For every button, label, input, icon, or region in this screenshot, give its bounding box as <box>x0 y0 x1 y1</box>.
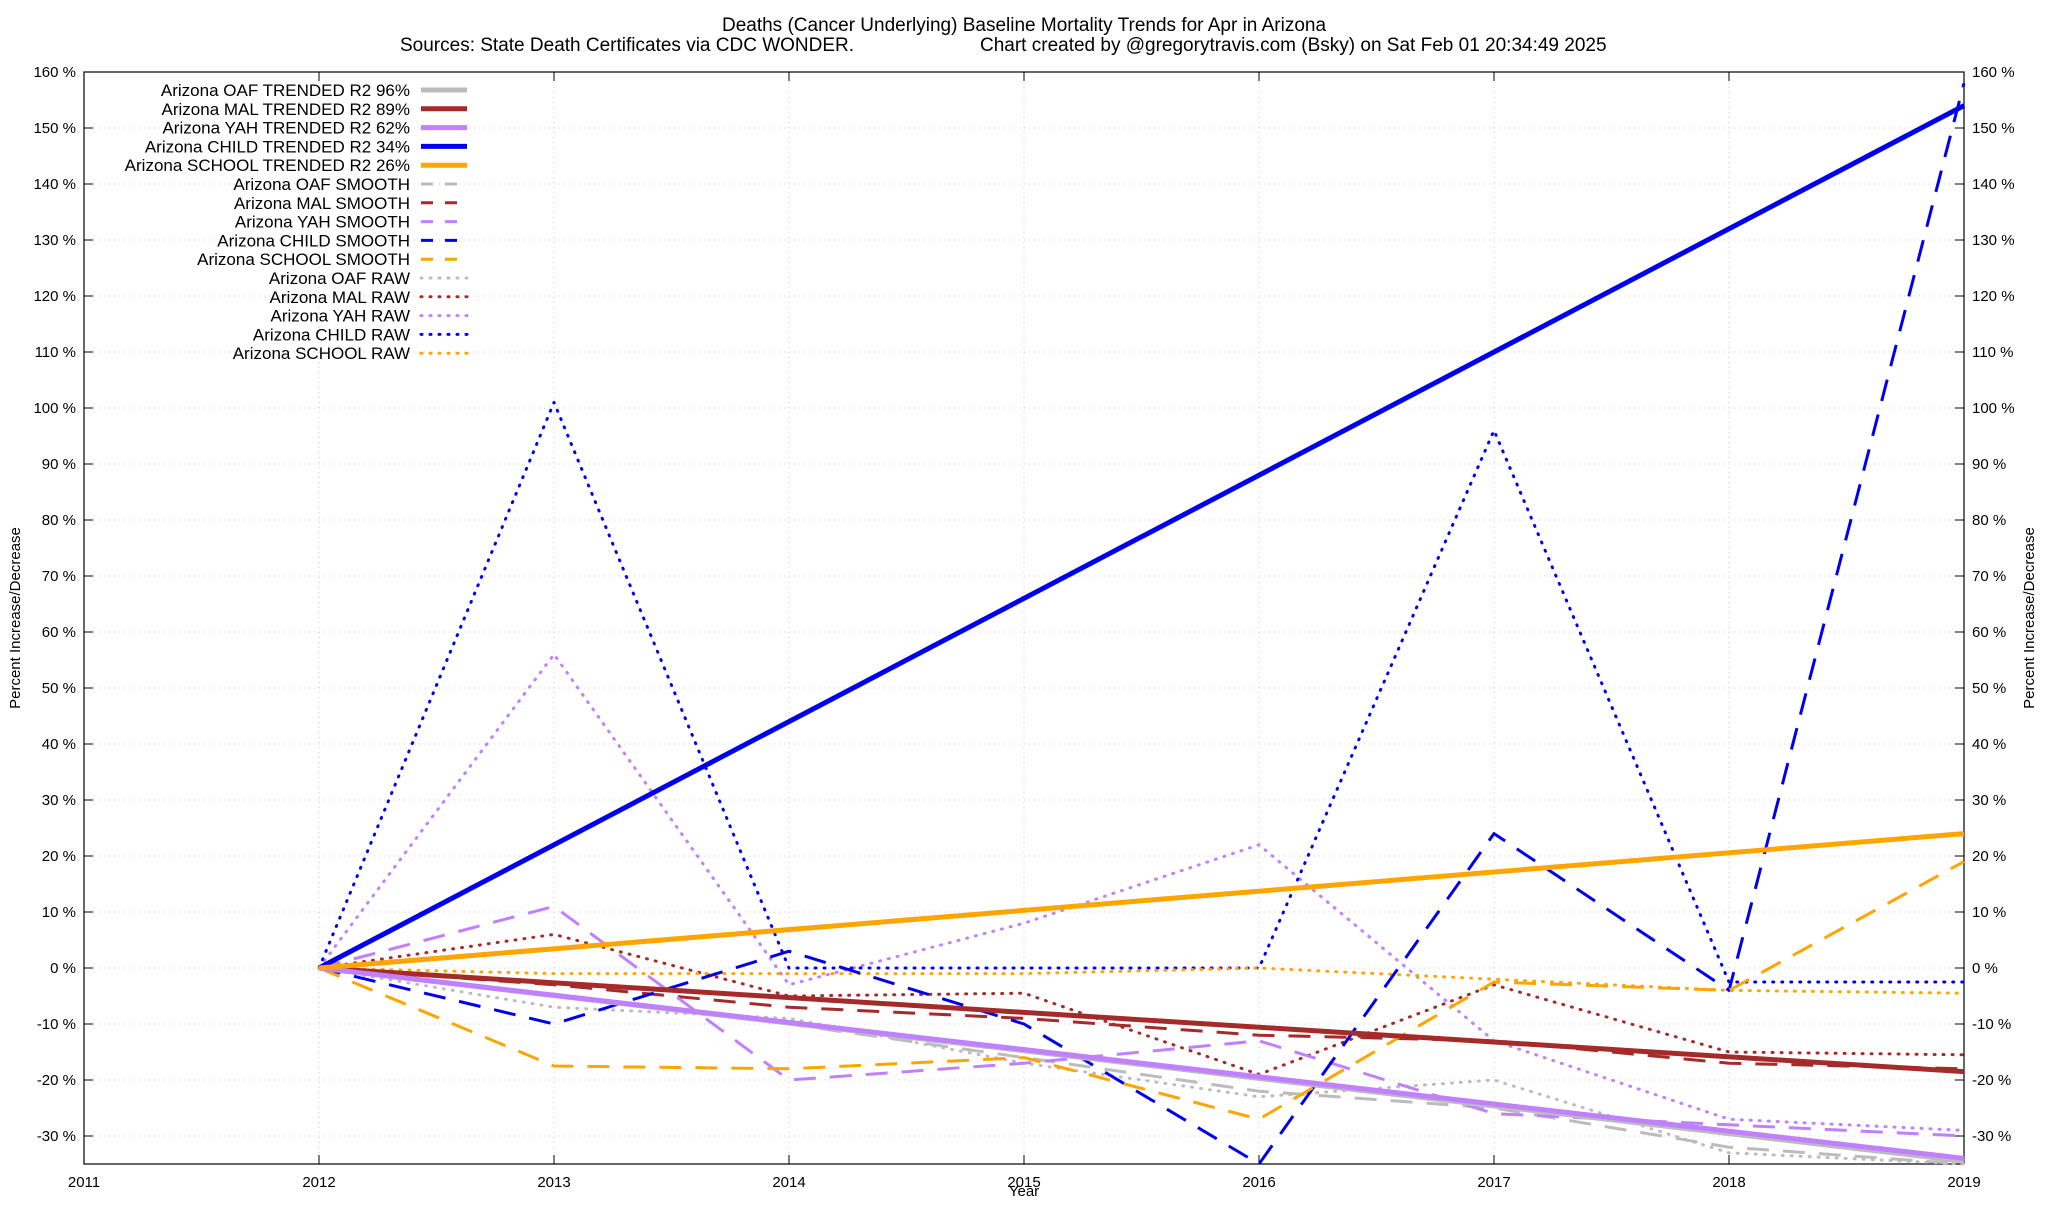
y-tick-label-right: 40 % <box>1972 736 2006 753</box>
x-tick-label: 2019 <box>1947 1174 1980 1191</box>
legend-label: Arizona OAF SMOOTH <box>233 175 410 194</box>
x-tick-label: 2017 <box>1477 1174 1510 1191</box>
y-tick-label-left: 20 % <box>42 848 76 865</box>
chart-title: Deaths (Cancer Underlying) Baseline Mort… <box>722 15 1326 36</box>
series-line-smooth-6 <box>318 966 1965 1071</box>
y-tick-label-right: 0 % <box>1972 960 1998 977</box>
y-tick-label-left: 0 % <box>50 960 76 977</box>
y-tick-label-right: 10 % <box>1972 904 2006 921</box>
y-tick-label-left: 90 % <box>42 456 76 473</box>
y-tick-label-left: 10 % <box>42 904 76 921</box>
series-line-smooth-9 <box>318 860 1965 1121</box>
legend-label: Arizona CHILD TRENDED R2 34% <box>145 137 410 156</box>
series-line-raw-14 <box>317 966 1966 995</box>
legend-label: Arizona OAF RAW <box>269 269 410 288</box>
y-tick-label-left: -10 % <box>37 1016 76 1033</box>
y-tick-label-left: 150 % <box>33 120 76 137</box>
y-tick-label-left: 50 % <box>42 680 76 697</box>
series-line-trend-2 <box>318 965 1965 1161</box>
y-tick-label-left: 60 % <box>42 624 76 641</box>
y-axis-label-right: Percent Increase/Decrease <box>2021 527 2038 709</box>
y-tick-label-left: -30 % <box>37 1128 76 1145</box>
series-lines <box>317 82 1966 1166</box>
y-tick-label-left: 110 % <box>35 344 76 361</box>
series-line-trend-4 <box>318 831 1965 971</box>
legend-label: Arizona CHILD SMOOTH <box>217 231 410 250</box>
y-tick-label-right: 160 % <box>1972 64 2015 81</box>
series-line-trend-1 <box>318 965 1965 1075</box>
y-tick-label-left: 80 % <box>42 512 76 529</box>
y-tick-label-left: 30 % <box>42 792 76 809</box>
y-tick-label-right: 60 % <box>1972 624 2006 641</box>
y-tick-label-left: 130 % <box>33 232 76 249</box>
x-tick-label: 2013 <box>537 1174 570 1191</box>
y-tick-label-right: 70 % <box>1972 568 2006 585</box>
y-tick-label-left: 40 % <box>42 736 76 753</box>
x-tick-label: 2015 <box>1007 1174 1040 1191</box>
y-tick-label-right: 100 % <box>1972 400 2015 417</box>
chart-subtitle-sources: Sources: State Death Certificates via CD… <box>400 35 854 56</box>
y-tick-label-right: 110 % <box>1972 344 2013 361</box>
series-line-smooth-7 <box>318 904 1965 1138</box>
y-tick-label-left: 70 % <box>42 568 76 585</box>
legend-label: Arizona YAH SMOOTH <box>235 213 410 232</box>
series-line-smooth-5 <box>318 966 1965 1166</box>
legend-label: Arizona YAH RAW <box>270 307 410 326</box>
y-tick-label-right: 150 % <box>1972 120 2015 137</box>
series-line-smooth-8 <box>318 82 1966 1166</box>
x-tick-label: 2018 <box>1712 1174 1745 1191</box>
legend-label: Arizona MAL TRENDED R2 89% <box>162 100 410 119</box>
x-tick-label: 2014 <box>772 1174 805 1191</box>
y-tick-label-right: -30 % <box>1972 1128 2011 1145</box>
legend-label: Arizona CHILD RAW <box>253 325 410 344</box>
legend-label: Arizona SCHOOL TRENDED R2 26% <box>125 156 410 175</box>
y-tick-label-right: 20 % <box>1972 848 2006 865</box>
series-line-raw-13 <box>317 400 1966 984</box>
x-tick-label: 2012 <box>302 1174 335 1191</box>
x-tick-label: 2011 <box>68 1174 100 1191</box>
y-tick-label-left: 160 % <box>33 64 76 81</box>
y-tick-label-right: 50 % <box>1972 680 2006 697</box>
y-tick-label-left: 120 % <box>33 288 76 305</box>
y-tick-label-right: 140 % <box>1972 176 2015 193</box>
y-tick-label-right: 90 % <box>1972 456 2006 473</box>
axis-ticks: -30 % -30 % -20 % -20 % -10 % -10 % 0 % 0 % 10 %… <box>33 64 2014 1191</box>
x-tick-label: 2016 <box>1242 1174 1275 1191</box>
y-tick-label-left: -20 % <box>37 1072 76 1089</box>
legend-label: Arizona YAH TRENDED R2 62% <box>162 119 410 138</box>
y-tick-label-right: -10 % <box>1972 1016 2011 1033</box>
x-axis-label: Year <box>1009 1183 1039 1200</box>
y-tick-label-left: 100 % <box>33 400 76 417</box>
legend-label: Arizona SCHOOL RAW <box>233 344 410 363</box>
legend: Arizona OAF TRENDED R2 96%Arizona MAL TR… <box>125 81 469 363</box>
y-tick-label-left: 140 % <box>33 176 76 193</box>
y-axis-label-left: Percent Increase/Decrease <box>7 527 24 709</box>
y-tick-label-right: -20 % <box>1972 1072 2011 1089</box>
legend-label: Arizona OAF TRENDED R2 96% <box>161 81 410 100</box>
series-line-raw-12 <box>317 652 1966 1132</box>
chart-subtitle-credit: Chart created by @gregorytravis.com (Bsk… <box>980 35 1607 56</box>
legend-label: Arizona MAL RAW <box>270 288 410 307</box>
legend-label: Arizona SCHOOL SMOOTH <box>197 250 410 269</box>
series-line-trend-3 <box>317 103 1966 971</box>
legend-label: Arizona MAL SMOOTH <box>234 194 410 213</box>
y-tick-label-right: 120 % <box>1972 288 2015 305</box>
y-tick-label-right: 80 % <box>1972 512 2006 529</box>
y-tick-label-right: 30 % <box>1972 792 2006 809</box>
y-tick-label-right: 130 % <box>1972 232 2015 249</box>
